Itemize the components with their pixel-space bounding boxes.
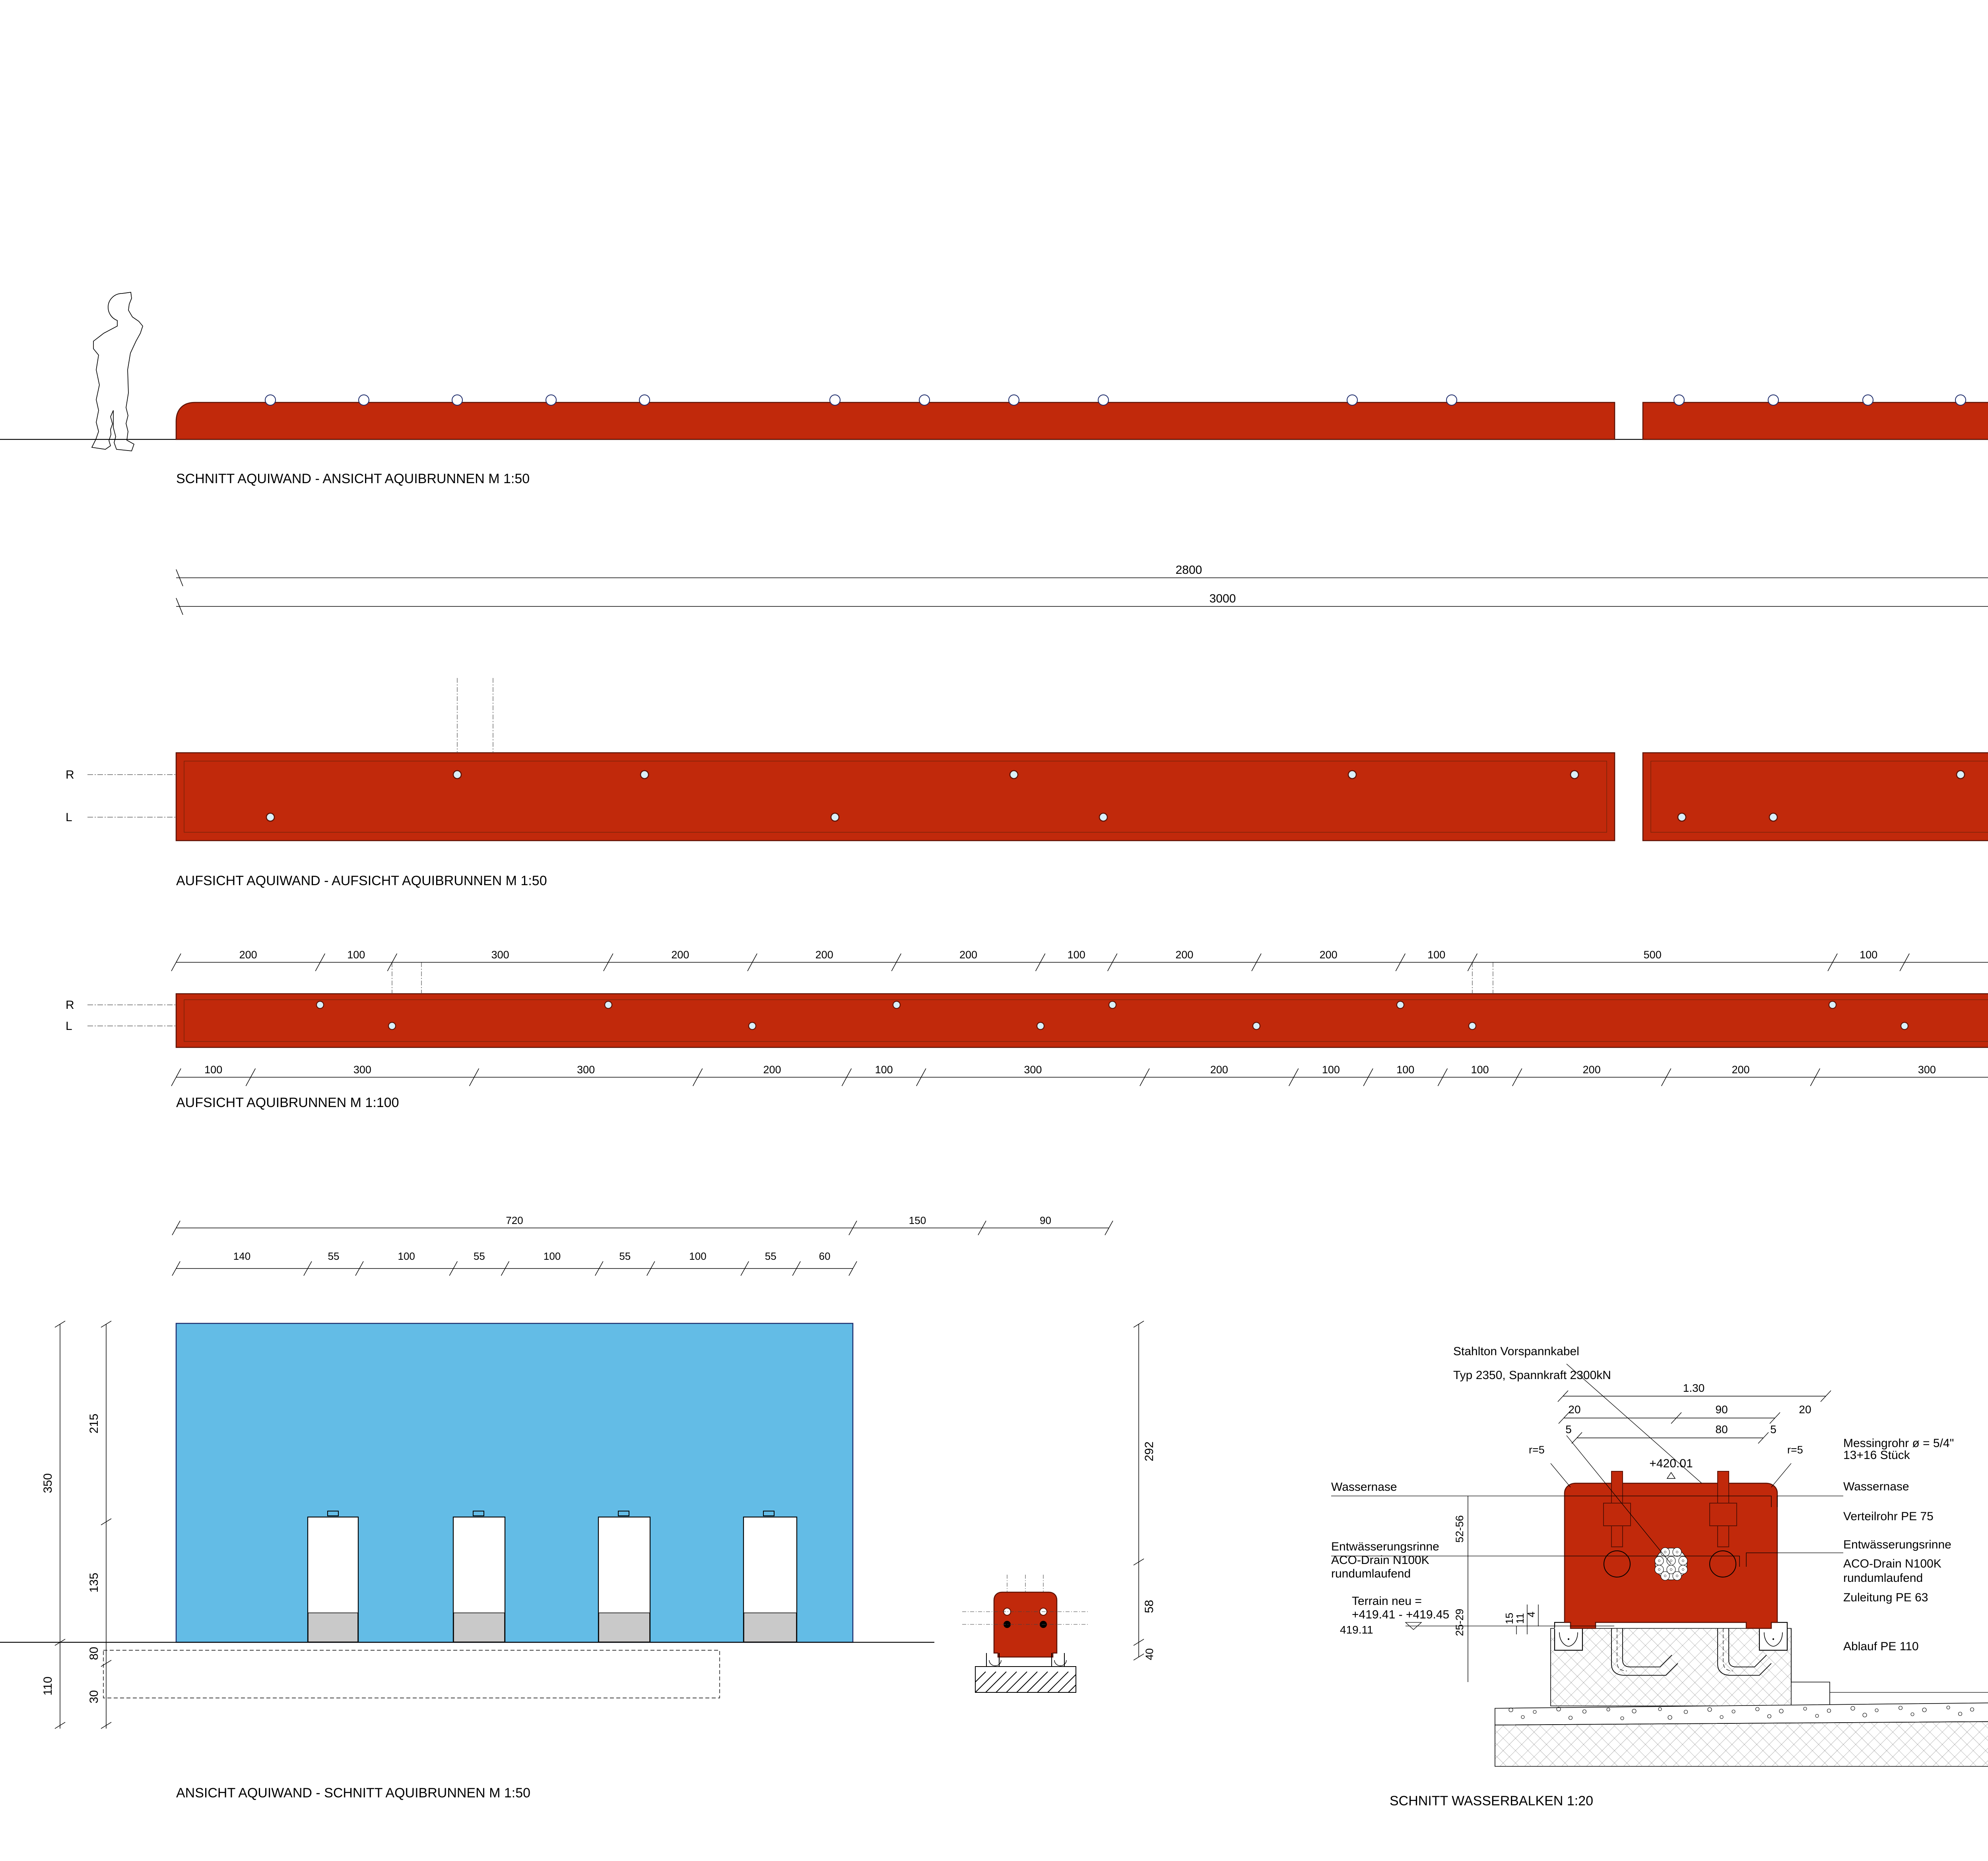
svg-text:L: L — [66, 811, 72, 824]
svg-text:Wassernase: Wassernase — [1843, 1480, 1909, 1493]
svg-text:110: 110 — [41, 1676, 54, 1696]
svg-text:100: 100 — [1471, 1064, 1489, 1076]
svg-text:90: 90 — [1040, 1214, 1051, 1226]
svg-text:300: 300 — [353, 1064, 371, 1076]
svg-text:20: 20 — [1799, 1403, 1811, 1416]
svg-text:52-56: 52-56 — [1454, 1515, 1466, 1542]
svg-text:Zuleitung PE 63: Zuleitung PE 63 — [1843, 1591, 1928, 1604]
svg-text:135: 135 — [87, 1573, 101, 1593]
svg-text:200: 200 — [239, 949, 257, 961]
svg-text:419.11: 419.11 — [1340, 1624, 1373, 1636]
svg-text:100: 100 — [1068, 949, 1085, 961]
svg-text:ACO-Drain N100K: ACO-Drain N100K — [1331, 1554, 1429, 1567]
svg-text:100: 100 — [544, 1250, 561, 1262]
svg-text:Entwässerungsrinne: Entwässerungsrinne — [1843, 1538, 1951, 1551]
svg-text:rundumlaufend: rundumlaufend — [1331, 1567, 1411, 1580]
svg-text:ACO-Drain N100K: ACO-Drain N100K — [1843, 1557, 1941, 1570]
svg-text:200: 200 — [959, 949, 977, 961]
svg-text:AUFSICHT AQUIBRUNNEN M 1:100: AUFSICHT AQUIBRUNNEN M 1:100 — [176, 1095, 399, 1110]
svg-text:300: 300 — [577, 1064, 595, 1076]
svg-text:Typ 2350, Spannkraft 2300kN: Typ 2350, Spannkraft 2300kN — [1453, 1369, 1611, 1382]
svg-text:100: 100 — [347, 949, 365, 961]
svg-text:300: 300 — [1918, 1064, 1936, 1076]
svg-text:15: 15 — [1503, 1613, 1515, 1624]
svg-text:r=5: r=5 — [1529, 1444, 1545, 1456]
svg-text:AUFSICHT AQUIWAND - AUFSICHT A: AUFSICHT AQUIWAND - AUFSICHT AQUIBRUNNEN… — [176, 873, 547, 888]
svg-text:200: 200 — [1210, 1064, 1228, 1076]
svg-text:55: 55 — [328, 1250, 340, 1262]
svg-text:200: 200 — [1732, 1064, 1749, 1076]
svg-text:720: 720 — [506, 1214, 523, 1226]
svg-text:140: 140 — [233, 1250, 250, 1262]
svg-text:Ablauf PE 110: Ablauf PE 110 — [1843, 1640, 1919, 1653]
svg-text:80: 80 — [1715, 1423, 1728, 1436]
svg-text:5: 5 — [1770, 1423, 1776, 1436]
svg-text:rundumlaufend: rundumlaufend — [1843, 1572, 1923, 1585]
svg-text:292: 292 — [1143, 1441, 1156, 1461]
svg-text:Terrain neu =: Terrain neu = — [1352, 1595, 1422, 1608]
svg-text:350: 350 — [41, 1473, 54, 1493]
svg-text:Messingrohr ø = 5/4": Messingrohr ø = 5/4" — [1843, 1437, 1954, 1450]
svg-text:SCHNITT WASSERBALKEN 1:20: SCHNITT WASSERBALKEN 1:20 — [1390, 1793, 1593, 1809]
svg-text:Wassernase: Wassernase — [1331, 1480, 1397, 1494]
svg-text:2800: 2800 — [1176, 563, 1202, 577]
svg-text:80: 80 — [87, 1647, 101, 1660]
svg-text:55: 55 — [619, 1250, 631, 1262]
svg-text:60: 60 — [819, 1250, 831, 1262]
svg-text:100: 100 — [1396, 1064, 1414, 1076]
svg-text:R: R — [66, 998, 74, 1012]
svg-text:r=5: r=5 — [1787, 1444, 1803, 1456]
svg-text:200: 200 — [671, 949, 689, 961]
svg-text:200: 200 — [1583, 1064, 1601, 1076]
svg-text:30: 30 — [87, 1690, 101, 1703]
svg-text:25-29: 25-29 — [1454, 1608, 1466, 1636]
svg-text:ANSICHT AQUIWAND - SCHNITT AQU: ANSICHT AQUIWAND - SCHNITT AQUIBRUNNEN M… — [176, 1785, 530, 1801]
svg-text:4: 4 — [1525, 1612, 1537, 1617]
svg-text:100: 100 — [204, 1064, 222, 1076]
svg-text:200: 200 — [1175, 949, 1193, 961]
svg-text:SCHNITT AQUIWAND - ANSICHT AQU: SCHNITT AQUIWAND - ANSICHT AQUIBRUNNEN M… — [176, 471, 530, 486]
svg-text:58: 58 — [1143, 1600, 1156, 1613]
svg-text:3000: 3000 — [1209, 592, 1236, 605]
svg-text:300: 300 — [491, 949, 509, 961]
svg-text:500: 500 — [1644, 949, 1662, 961]
svg-text:150: 150 — [909, 1214, 926, 1226]
svg-text:13+16 Stück: 13+16 Stück — [1843, 1449, 1910, 1462]
svg-text:11: 11 — [1514, 1613, 1526, 1624]
svg-text:+419.41 - +419.45: +419.41 - +419.45 — [1352, 1608, 1449, 1621]
svg-text:100: 100 — [875, 1064, 893, 1076]
svg-text:55: 55 — [474, 1250, 485, 1262]
svg-text:300: 300 — [1024, 1064, 1042, 1076]
svg-text:40: 40 — [1143, 1648, 1155, 1660]
svg-text:1.30: 1.30 — [1683, 1382, 1705, 1394]
svg-text:200: 200 — [815, 949, 833, 961]
svg-text:215: 215 — [87, 1414, 101, 1434]
svg-text:100: 100 — [398, 1250, 415, 1262]
svg-text:Stahlton Vorspannkabel: Stahlton Vorspannkabel — [1453, 1345, 1579, 1358]
svg-text:200: 200 — [763, 1064, 781, 1076]
svg-text:90: 90 — [1715, 1403, 1728, 1416]
svg-text:L: L — [66, 1020, 72, 1033]
svg-text:100: 100 — [1427, 949, 1445, 961]
svg-text:55: 55 — [765, 1250, 777, 1262]
svg-text:200: 200 — [1320, 949, 1338, 961]
svg-text:Verteilrohr PE 75: Verteilrohr PE 75 — [1843, 1510, 1934, 1523]
svg-text:R: R — [66, 768, 74, 781]
svg-text:Entwässerungsrinne: Entwässerungsrinne — [1331, 1540, 1439, 1553]
svg-text:+420.01: +420.01 — [1649, 1457, 1693, 1470]
svg-text:100: 100 — [689, 1250, 706, 1262]
svg-text:100: 100 — [1860, 949, 1877, 961]
svg-text:20: 20 — [1568, 1403, 1580, 1416]
svg-text:100: 100 — [1322, 1064, 1340, 1076]
svg-text:5: 5 — [1565, 1423, 1572, 1436]
